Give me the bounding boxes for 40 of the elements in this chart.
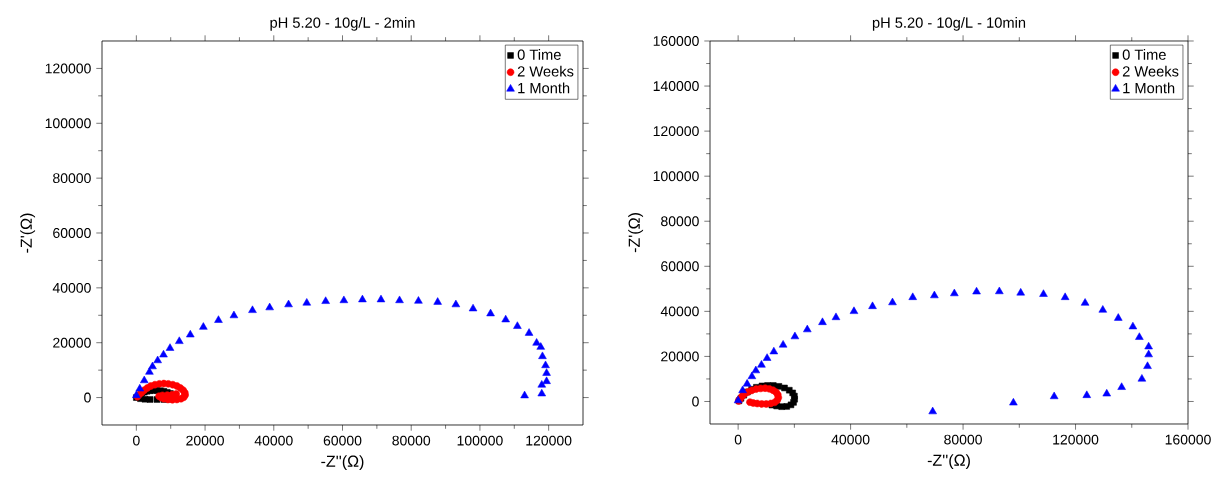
y-tick-label: 40000 xyxy=(52,282,91,293)
x-tick-label: 40000 xyxy=(254,435,293,446)
x-tick-label: 0 xyxy=(734,434,742,445)
x-tick-label: 80000 xyxy=(944,434,982,445)
legend-label: 0 Time xyxy=(517,49,561,60)
x-tick-label: 0 xyxy=(133,435,140,446)
y-tick-label: 120000 xyxy=(653,126,699,137)
x-tick-label: 20000 xyxy=(186,435,224,446)
x-tick-label: 100000 xyxy=(457,435,503,446)
legend-label: 2 Weeks xyxy=(517,65,574,77)
y-tick-label: 20000 xyxy=(53,337,91,348)
y-axis-title: -Z'(Ω) xyxy=(628,213,644,253)
x-tick-label: 160000 xyxy=(1165,434,1211,445)
y-tick-label: 160000 xyxy=(653,36,699,46)
legend-label: 0 Time xyxy=(1122,49,1166,60)
legend-label: 2 Weeks xyxy=(1122,65,1179,77)
y-tick-label: 20000 xyxy=(661,351,699,362)
x-tick-label: 120000 xyxy=(1053,434,1099,445)
chart-title: pH 5.20 - 10g/L - 10min xyxy=(872,17,1026,31)
x-tick-label: 120000 xyxy=(526,435,572,446)
y-tick-label: 100000 xyxy=(653,171,699,182)
y-tick-label: 140000 xyxy=(653,81,699,92)
y-axis-title: -Z'(Ω) xyxy=(20,213,36,253)
y-tick-label: 80000 xyxy=(53,173,91,184)
y-tick-label: 120000 xyxy=(45,63,91,74)
chart-title: pH 5.20 - 10g/L - 2min xyxy=(270,17,415,31)
legend-label: 1 Month xyxy=(1123,82,1175,94)
y-tick-label: 80000 xyxy=(661,216,699,227)
x-axis-title: -Z''(Ω) xyxy=(321,455,364,471)
x-tick-label: 80000 xyxy=(392,435,431,446)
x-axis-title: -Z''(Ω) xyxy=(927,454,970,470)
y-tick-label: 40000 xyxy=(660,306,699,317)
y-tick-label: 100000 xyxy=(45,118,91,129)
x-tick-label: 60000 xyxy=(323,435,362,446)
y-tick-label: 60000 xyxy=(661,261,699,272)
legend-label: 1 Month xyxy=(518,82,570,94)
y-tick-label: 0 xyxy=(692,396,699,407)
x-tick-label: 40000 xyxy=(831,434,870,445)
y-tick-label: 60000 xyxy=(53,228,91,238)
y-tick-label: 0 xyxy=(84,392,91,403)
